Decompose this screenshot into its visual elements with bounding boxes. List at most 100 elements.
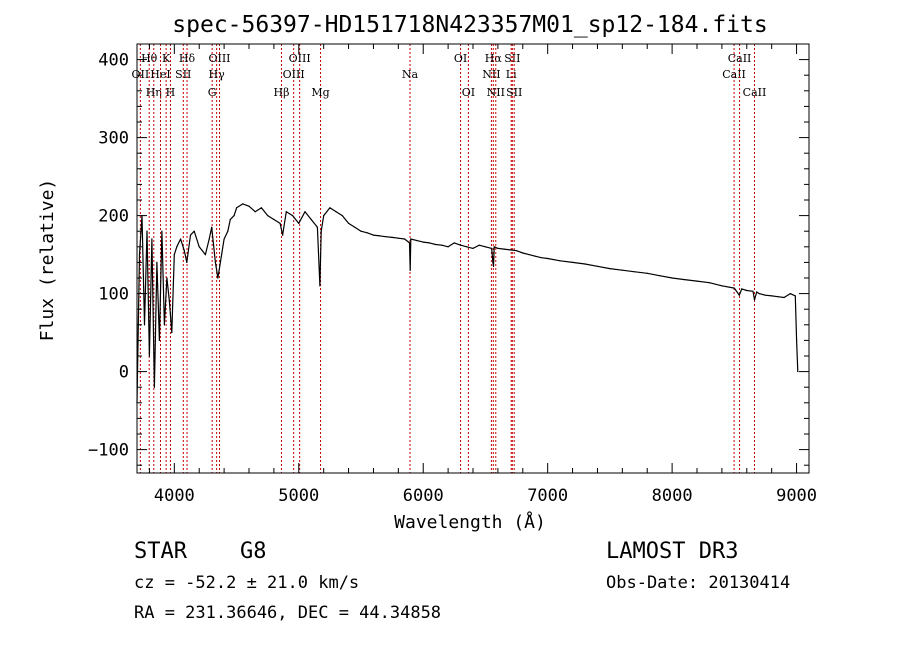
data-point [198,246,200,248]
data-point [391,236,393,238]
data-point [166,277,168,279]
data-point [492,265,495,267]
data-point [360,230,362,232]
x-tick-label: 9000 [776,486,817,506]
y-axis-label: Flux (relative) [37,179,58,342]
data-point [285,211,287,213]
data-point [684,279,686,281]
data-point [341,215,343,217]
data-point [217,277,219,279]
data-point [223,238,225,240]
data-point [236,207,238,209]
data-point [634,271,636,273]
data-point [171,332,173,334]
x-axis-label: Wavelength (Å) [394,511,546,533]
y-tick-label: 100 [98,285,129,305]
data-point [584,263,586,265]
obs-date: Obs-Date: 20130414 [606,573,791,593]
data-point [329,207,331,209]
data-point [572,261,574,263]
x-tick-label: 4000 [154,486,195,506]
y-tick-label: 400 [98,51,129,71]
data-point [621,269,623,271]
data-point [497,247,499,249]
data-point [428,242,430,244]
data-point [435,243,437,246]
line-marker-label: Li [506,68,517,81]
data-point [153,386,155,388]
data-point [746,289,748,292]
data-point [229,218,231,221]
line-marker-label: Hα [485,52,503,65]
data-point [659,275,661,277]
data-point [354,226,356,228]
line-marker-label: H [166,86,176,99]
data-point [348,222,350,224]
data-point [319,285,321,287]
data-point [335,211,337,213]
data-point [310,218,312,221]
line-marker-label: Mg [311,86,329,99]
data-point [753,299,756,301]
data-point [193,230,195,232]
axes: 4000 5000 6000 7000 8000 9000 −100 0 100 200 300 40… [88,43,817,506]
data-point [492,261,494,263]
data-point [143,324,146,326]
data-point [163,324,165,326]
data-point [441,244,443,246]
line-marker-label: OIII [208,52,230,65]
data-point [733,287,735,289]
data-point [397,237,399,239]
data-point [484,246,486,248]
coordinates-text: RA = 231.36646, DEC = 44.34858 [134,603,442,623]
data-point [366,232,368,234]
data-point [189,234,192,236]
data-point [410,238,412,240]
data-point [516,250,518,252]
y-tick-label: −100 [88,441,129,461]
data-point [708,282,711,284]
line-marker-label: K [162,52,171,65]
line-marker-label: OIII [289,52,311,65]
line-marker-label: Hδ [179,52,196,65]
line-marker-label: Na [402,68,419,81]
x-tick-label: 5000 [278,486,319,506]
data-point [186,261,188,263]
line-marker-label: Hη [146,86,162,99]
data-point [696,280,698,282]
data-point [316,226,318,228]
data-point [267,215,269,217]
data-point [534,255,536,257]
data-point [721,285,723,287]
line-marker-label: OI [454,52,467,65]
data-point [282,234,284,236]
data-point [151,238,153,240]
data-point [173,254,175,256]
data-point [771,295,773,297]
spectrum-line [136,203,799,403]
data-point [260,207,262,209]
data-point [320,230,322,232]
data-point [789,293,791,295]
line-marker-label: Hβ [274,86,290,99]
data-point [472,247,474,249]
line-marker-label: OIII [283,68,305,81]
data-point [323,215,325,217]
data-point [738,294,740,296]
data-point [528,254,530,256]
data-point [752,290,754,292]
data-point [646,272,648,274]
line-marker-label: Hθ [141,52,158,65]
data-point [404,238,406,240]
data-point [168,300,170,302]
line-marker-label: SII [175,68,191,81]
data-point [596,265,599,267]
data-point [204,254,206,256]
data-point [783,296,785,299]
data-point [242,203,244,205]
data-point [493,246,495,248]
data-point [422,241,424,243]
line-marker-label: SII [504,52,520,65]
series-group [136,203,799,404]
